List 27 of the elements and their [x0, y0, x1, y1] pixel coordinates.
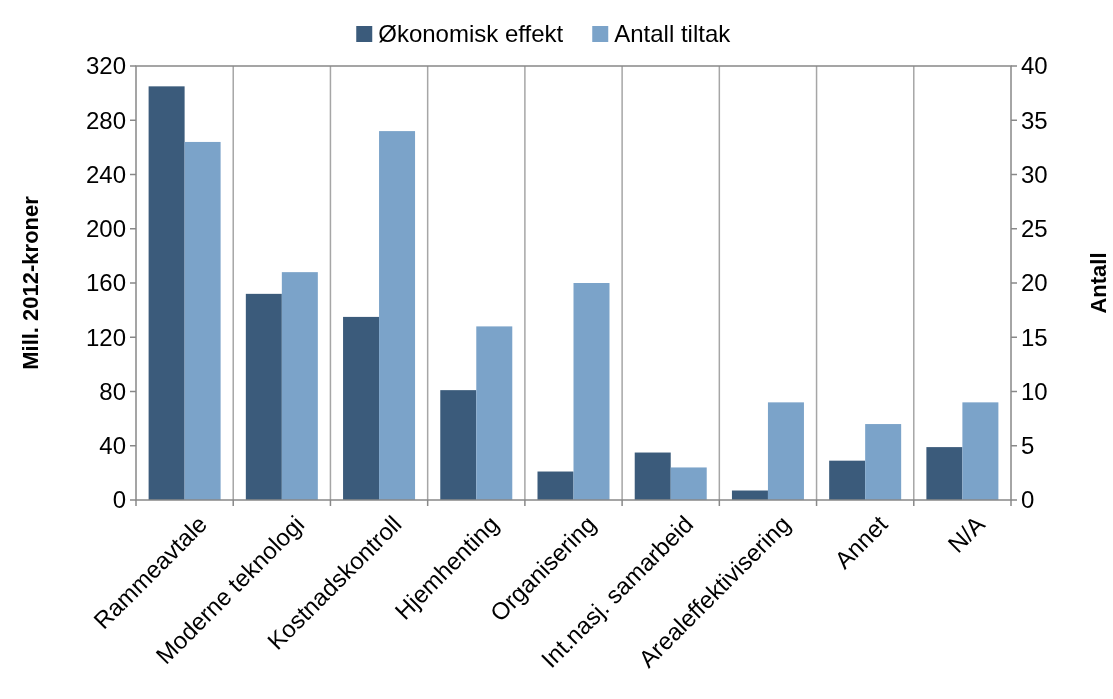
y-tick-label: 160: [85, 269, 126, 297]
bar: [573, 283, 610, 500]
y-tick-label: 0: [112, 486, 126, 514]
y-tick-label: 240: [85, 160, 126, 188]
y-tick-label: 80: [99, 377, 126, 405]
bar: [537, 471, 574, 500]
y2-tick-label: 25: [1021, 215, 1048, 243]
y-tick-label: 320: [85, 52, 126, 80]
bar: [767, 402, 804, 500]
y-axis-title: Mill. 2012-kroner: [18, 195, 43, 370]
legend-label: Økonomisk effekt: [378, 20, 564, 48]
y-tick-label: 120: [85, 323, 126, 351]
y2-tick-label: 20: [1021, 269, 1048, 297]
y-tick-label: 280: [85, 106, 126, 134]
y2-axis-title: Antall: [1086, 252, 1111, 314]
y-tick-label: 40: [99, 432, 126, 460]
y-tick-label: 200: [85, 215, 126, 243]
y2-tick-label: 10: [1021, 377, 1048, 405]
legend-label: Antall tiltak: [614, 20, 732, 48]
y2-tick-label: 0: [1021, 486, 1035, 514]
y2-tick-label: 5: [1021, 432, 1035, 460]
y2-tick-label: 35: [1021, 106, 1048, 134]
x-tick-label: N/A: [942, 510, 990, 558]
y2-tick-label: 30: [1021, 160, 1048, 188]
y2-tick-label: 40: [1021, 52, 1048, 80]
bar: [379, 131, 416, 500]
y2-tick-label: 15: [1021, 323, 1048, 351]
